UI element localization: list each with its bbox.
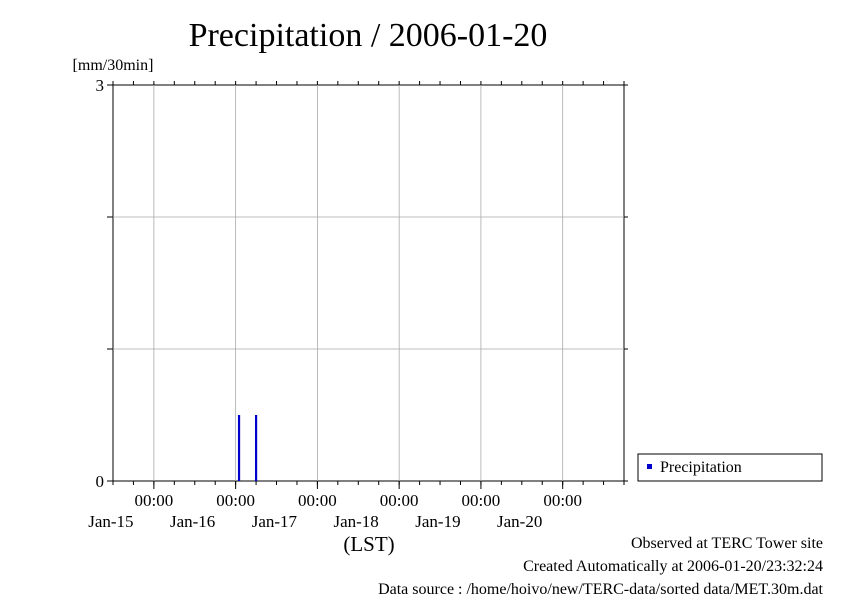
y-tick-label-min: 0 <box>96 472 105 491</box>
footer-created: Created Automatically at 2006-01-20/23:3… <box>523 558 823 575</box>
plot-area <box>112 84 625 482</box>
footer-source: Data source : /home/hoivo/new/TERC-data/… <box>378 581 823 598</box>
y-axis-label: [mm/30min] <box>73 57 154 74</box>
axis-layer <box>107 81 628 489</box>
footer-observed: Observed at TERC Tower site <box>630 535 823 552</box>
x-tick-label-hour-2: 00:00 <box>298 491 337 510</box>
x-tick-label-hour-0: 00:00 <box>135 491 174 510</box>
x-tick-labels: 00:00Jan-1500:00Jan-1600:00Jan-1700:00Ja… <box>88 491 582 531</box>
legend-swatch <box>647 464 652 469</box>
x-axis-label: (LST) <box>343 532 394 556</box>
x-tick-label-hour-1: 00:00 <box>216 491 255 510</box>
x-tick-label-date-1: Jan-16 <box>170 512 215 531</box>
grid-layer <box>113 85 624 481</box>
legend-label: Precipitation <box>660 459 742 476</box>
y-tick-label-max: 3 <box>96 76 105 95</box>
chart-title: Precipitation / 2006-01-20 <box>189 17 548 54</box>
legend: Precipitation <box>637 453 823 482</box>
x-tick-label-date-0: Jan-15 <box>88 512 133 531</box>
x-tick-label-hour-4: 00:00 <box>462 491 501 510</box>
legend-box <box>637 453 823 482</box>
x-tick-label-date-2: Jan-17 <box>252 512 298 531</box>
x-tick-label-date-4: Jan-19 <box>415 512 460 531</box>
marks-layer <box>237 415 258 481</box>
x-tick-label-hour-3: 00:00 <box>380 491 419 510</box>
x-tick-label-hour-5: 00:00 <box>543 491 582 510</box>
x-tick-label-date-3: Jan-18 <box>333 512 378 531</box>
x-tick-label-date-5: Jan-20 <box>497 512 542 531</box>
